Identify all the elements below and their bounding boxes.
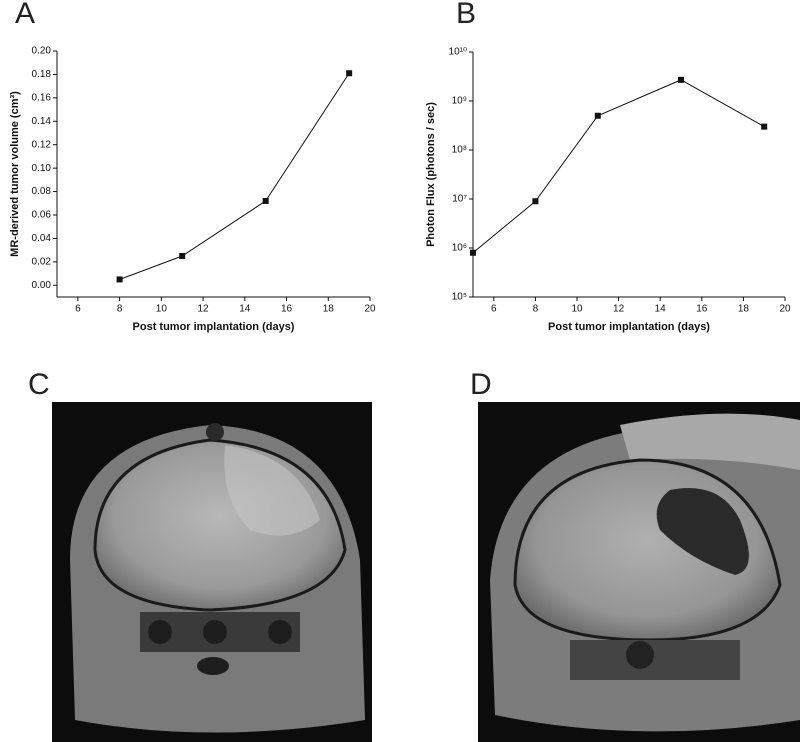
data-point [594,112,601,119]
y-tick-label: 0.12 [32,139,52,150]
y-tick-label: 0.08 [32,186,52,197]
x-tick-label: 14 [655,304,667,315]
y-tick-label: 0.06 [32,210,52,221]
x-tick-label: 6 [491,304,497,315]
y-tick-label: 0.14 [32,116,52,127]
panel-label: B [456,0,476,30]
x-axis-label: Post tumor implantation (days) [548,321,710,333]
data-point [761,123,768,130]
x-tick-label: 20 [779,304,791,315]
x-tick-label: 18 [323,304,335,315]
y-tick-label: 0.20 [32,46,52,57]
y-tick-label: 0.10 [32,163,52,174]
data-point [678,76,684,83]
x-tick-label: 20 [364,304,376,315]
panel-label: D [470,368,492,401]
x-tick-label: 14 [239,304,251,315]
mri-image-d [478,402,800,742]
data-point [346,70,353,77]
x-axis-label: Post tumor implantation (days) [133,321,295,333]
y-axis-label: MR-derived tumor volume (cm³) [9,91,21,257]
x-tick-label: 10 [571,304,583,315]
x-tick-label: 12 [198,304,210,315]
y-tick-label: 10¹⁰ [449,47,467,58]
y-tick-label: 0.02 [32,256,52,267]
x-tick-label: 18 [738,304,750,315]
data-line [472,79,765,254]
y-tick-label: 10⁷ [452,194,467,205]
y-tick-label: 10⁸ [452,145,467,156]
data-point [470,249,476,256]
x-tick-label: 12 [613,304,625,315]
y-tick-label: 10⁵ [452,292,467,303]
data-point [116,276,123,283]
y-tick-label: 0.04 [32,233,52,244]
y-tick-label: 10⁶ [452,243,467,254]
panel-label: C [28,368,50,401]
data-line [119,72,350,280]
panel-label: A [15,0,35,30]
data-point [532,198,539,205]
data-point [179,253,186,259]
data-point [262,197,269,204]
x-tick-label: 8 [533,304,539,315]
y-tick-label: 0.16 [32,92,52,103]
x-tick-label: 16 [281,304,293,315]
x-tick-label: 10 [156,304,168,315]
x-tick-label: 8 [117,304,123,315]
y-axis-label: Photon Flux (photons / sec) [425,102,437,247]
y-tick-label: 0.18 [32,69,52,80]
y-tick-label: 10⁹ [452,96,467,107]
y-tick-label: 0.00 [32,280,52,291]
x-tick-label: 16 [696,304,708,315]
x-tick-label: 6 [75,304,81,315]
mri-image-c [52,402,372,742]
